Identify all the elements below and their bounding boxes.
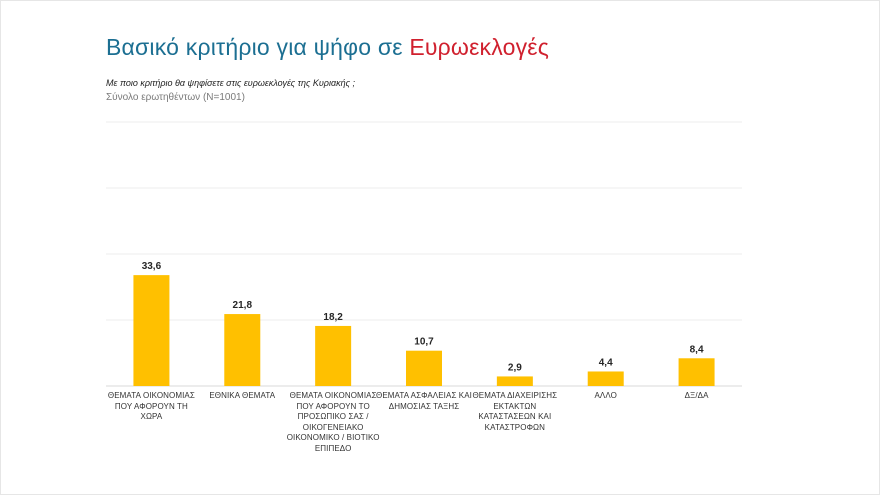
bar-7 bbox=[678, 358, 715, 386]
sample-base: Σύνολο ερωτηθέντων (N=1001) bbox=[106, 92, 245, 103]
category-label-4: ΘΕΜΑΤΑ ΑΣΦΑΛΕΙΑΣ ΚΑΙ ΔΗΜΟΣΙΑΣ ΤΑΞΗΣ bbox=[376, 391, 473, 411]
category-label-7: ΔΞ/ΔΑ bbox=[684, 391, 709, 400]
category-label-5: ΘΕΜΑΤΑ ΔΙΑΧΕΙΡΙΣΗΣ ΕΚΤΑΚΤΩΝ ΚΑΤΑΣΤΑΣΕΩΝ … bbox=[472, 391, 558, 432]
data-label-7: 8,4 bbox=[690, 344, 704, 355]
category-label-1: ΘΕΜΑΤΑ ΟΙΚΟΝΟΜΙΑΣ ΠΟΥ ΑΦΟΡΟΥΝ ΤΗ ΧΩΡΑ bbox=[107, 391, 195, 421]
bar-2 bbox=[224, 314, 261, 386]
chart-title: Βασικό κριτήριο για ψήφο σε Ευρωεκλογές bbox=[106, 34, 549, 61]
data-label-3: 18,2 bbox=[323, 312, 343, 323]
bar-4 bbox=[406, 350, 442, 386]
data-label-2: 21,8 bbox=[233, 300, 253, 311]
chart-title-accent: Ευρωεκλογές bbox=[409, 34, 550, 60]
data-label-1: 33,6 bbox=[142, 261, 162, 272]
bar-6 bbox=[587, 371, 624, 386]
bar-3 bbox=[315, 325, 352, 386]
category-label-6: ΑΛΛΟ bbox=[594, 391, 617, 400]
data-label-4: 10,7 bbox=[414, 337, 434, 348]
chart-title-main: Βασικό κριτήριο για ψήφο σε bbox=[106, 34, 403, 60]
category-label-2: ΕΘΝΙΚΑ ΘΕΜΑΤΑ bbox=[209, 391, 276, 400]
data-label-5: 2,9 bbox=[508, 362, 522, 373]
bar-5 bbox=[496, 376, 533, 386]
category-label-3: ΘΕΜΑΤΑ ΟΙΚΟΝΟΜΙΑΣ ΠΟΥ ΑΦΟΡΟΥΝ ΤΟ ΠΡΟΣΩΠΙ… bbox=[286, 391, 380, 453]
survey-question: Με ποιο κριτήριο θα ψηφίσετε στις ευρωεκ… bbox=[106, 78, 355, 88]
data-label-6: 4,4 bbox=[599, 357, 613, 368]
bar-1 bbox=[133, 275, 170, 386]
